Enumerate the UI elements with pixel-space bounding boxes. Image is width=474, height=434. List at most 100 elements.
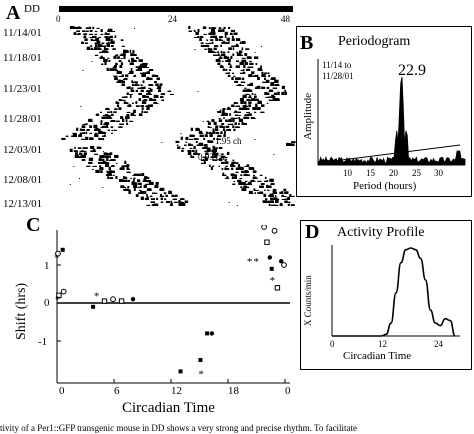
activity-bout — [217, 53, 220, 56]
activity-bout — [231, 104, 235, 107]
activity-bout — [231, 72, 234, 74]
activity-bout — [261, 86, 266, 89]
activity-bout — [120, 116, 124, 119]
activity-bout — [231, 38, 235, 41]
activity-bout — [103, 47, 106, 50]
activity-profile-title: Activity Profile — [337, 225, 425, 240]
activity-bout — [236, 84, 240, 86]
periodogram-xlabel: Period (hours) — [353, 180, 417, 192]
activity-bout — [232, 125, 235, 128]
data-point-open-circle — [271, 227, 278, 234]
activity-bout — [109, 176, 111, 179]
activity-bout — [102, 125, 105, 128]
activity-bout — [184, 144, 187, 146]
activity-bout — [123, 179, 128, 182]
activity-bout — [284, 91, 287, 95]
activity-bout — [194, 36, 198, 38]
activity-bout — [239, 177, 243, 179]
activity-speck — [273, 154, 275, 155]
activity-bout — [223, 26, 226, 29]
activity-bout — [220, 50, 223, 53]
activity-bout — [226, 56, 230, 59]
activity-bout — [219, 125, 223, 128]
activity-bout — [96, 40, 101, 44]
activity-bout — [226, 168, 230, 170]
panel-b-frame — [296, 26, 472, 197]
activity-bout — [233, 102, 238, 104]
activity-bout — [248, 101, 252, 104]
activity-bout — [144, 176, 148, 179]
activity-bout — [150, 201, 155, 203]
activity-bout — [141, 101, 147, 104]
data-point-open-square — [118, 298, 125, 304]
activity-bout — [284, 191, 289, 194]
activity-bout — [181, 202, 184, 203]
data-point-filled-square — [91, 304, 96, 309]
activity-bout — [82, 147, 87, 149]
activity-bout — [225, 42, 229, 44]
activity-bout — [264, 77, 266, 80]
activity-bout — [223, 55, 228, 59]
activity-bout — [215, 37, 218, 41]
activity-bout — [84, 38, 88, 41]
activity-bout — [243, 89, 246, 92]
activity-bout — [224, 35, 227, 38]
activity-bout — [150, 104, 153, 107]
activity-bout — [187, 151, 192, 155]
periodogram-title: Periodogram — [338, 34, 411, 49]
activity-bout — [235, 126, 240, 128]
activity-bout — [105, 164, 109, 167]
activity-bout — [160, 201, 163, 203]
activity-bout — [242, 71, 246, 74]
activity-profile-chart — [331, 245, 460, 337]
activity-bout — [147, 104, 153, 107]
activity-bout — [246, 111, 250, 113]
activity-bout — [253, 176, 255, 179]
activity-bout — [240, 174, 243, 176]
activity-bout — [178, 200, 181, 203]
activity-bout — [107, 108, 111, 110]
activity-bout — [157, 85, 162, 89]
activity-bout — [85, 131, 88, 134]
activity-bout — [257, 68, 261, 71]
activity-bout — [212, 155, 216, 158]
activity-bout — [223, 117, 225, 119]
activity-bout — [110, 40, 115, 44]
activity-bout — [289, 144, 294, 146]
activity-bout — [129, 70, 134, 74]
activity-speck — [223, 58, 225, 59]
activity-bout — [123, 101, 127, 104]
activity-bout — [131, 83, 135, 86]
activity-bout — [242, 105, 247, 107]
activity-bout — [230, 117, 234, 119]
data-point-asterisk: * — [270, 275, 276, 287]
activity-bout — [89, 29, 93, 32]
activity-bout — [100, 161, 104, 164]
activity-bout — [235, 167, 239, 170]
activity-bout — [270, 82, 275, 86]
activity-bout — [243, 65, 246, 68]
activity-bout — [227, 106, 230, 110]
data-point-open-square — [56, 292, 62, 299]
activity-bout — [218, 119, 223, 122]
activity-profile-trace — [331, 247, 456, 337]
activity-bout — [165, 201, 171, 203]
activity-bout — [95, 169, 100, 173]
activity-bout — [281, 91, 285, 95]
x-tick-label: 24 — [434, 339, 443, 349]
activity-bout — [222, 174, 227, 176]
activity-bout — [111, 120, 116, 122]
activity-bout — [107, 153, 111, 155]
x-tick-label: 10 — [343, 168, 352, 178]
activity-bout — [190, 156, 195, 158]
activity-bout — [100, 29, 103, 32]
activity-bout — [98, 158, 102, 161]
activity-bout — [233, 181, 236, 182]
activity-bout — [195, 141, 198, 143]
activity-bout — [206, 120, 210, 122]
activity-bout — [134, 182, 137, 185]
activity-bout — [235, 38, 241, 41]
activity-bout — [104, 36, 109, 38]
date-label: 12/08/01 — [3, 174, 43, 186]
activity-bout — [89, 36, 94, 38]
